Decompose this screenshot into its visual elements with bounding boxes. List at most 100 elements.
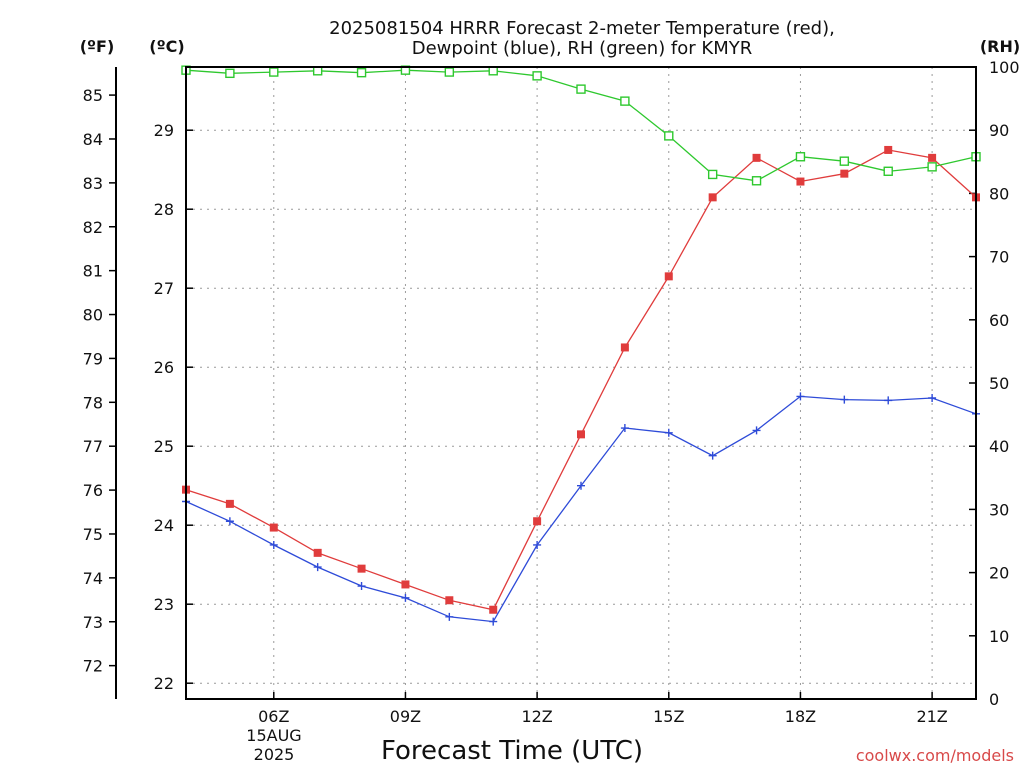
date-label-day: 15AUG — [246, 726, 301, 745]
dewpoint-point — [796, 392, 805, 401]
temperature-point — [664, 272, 673, 281]
temperature-point — [840, 169, 849, 178]
temperature-point — [620, 343, 629, 352]
temperature-point — [533, 517, 542, 526]
rh-point — [927, 162, 937, 172]
x-tick-label: 21Z — [916, 707, 947, 726]
dewpoint-point — [225, 517, 234, 526]
celsius-tick-label: 22 — [154, 674, 174, 693]
fahrenheit-tick-label: 77 — [83, 437, 103, 456]
rh-point — [839, 156, 850, 166]
rh-tick-label: 10 — [989, 627, 1009, 646]
dewpoint-point — [269, 540, 278, 549]
rh-tick-label: 80 — [989, 184, 1009, 203]
temperature-point — [708, 193, 717, 202]
dewpoint-point — [620, 424, 629, 433]
rh-tick-label: 100 — [989, 58, 1020, 77]
temperature-series — [182, 145, 980, 614]
fahrenheit-tick-label: 78 — [83, 393, 103, 412]
celsius-unit-label: (ºC) — [149, 37, 184, 56]
rh-point — [356, 67, 367, 78]
temperature-point — [796, 177, 805, 186]
temperature-point — [445, 596, 454, 605]
grid-lines — [186, 67, 976, 699]
fahrenheit-tick-label: 72 — [83, 657, 103, 676]
dewpoint-point — [357, 582, 366, 591]
temperature-point — [225, 499, 234, 508]
fahrenheit-unit-label: (ºF) — [80, 37, 115, 56]
dewpoint-point — [840, 395, 849, 404]
x-tick-label: 18Z — [785, 707, 816, 726]
rh-tick-label: 70 — [989, 248, 1009, 267]
rh-tick-label: 40 — [989, 437, 1009, 456]
rh-tick-label: 20 — [989, 564, 1009, 583]
rh-series — [181, 65, 981, 186]
x-tick-label: 09Z — [390, 707, 421, 726]
rh-point — [269, 67, 279, 77]
site-credit: coolwx.com/models — [856, 746, 1014, 765]
temperature-point — [752, 153, 761, 162]
dewpoint-point — [489, 617, 498, 626]
fahrenheit-tick-label: 74 — [83, 569, 103, 588]
temperature-line — [185, 149, 977, 611]
x-tick-label: 06Z — [258, 707, 289, 726]
celsius-tick-label: 23 — [154, 595, 174, 614]
dewpoint-line — [185, 395, 977, 623]
fahrenheit-tick-label: 82 — [83, 218, 103, 237]
dewpoint-point — [445, 612, 454, 621]
fahrenheit-tick-label: 79 — [83, 349, 103, 368]
x-tick-label: 15Z — [653, 707, 684, 726]
temperature-point — [928, 153, 937, 162]
fahrenheit-tick-label: 80 — [83, 306, 103, 325]
dewpoint-series — [182, 392, 980, 626]
fahrenheit-tick-label: 76 — [83, 481, 103, 500]
rh-axis: 0 10 20 30 40 50 60 70 80 90 100 — [969, 58, 1020, 709]
dewpoint-point — [313, 563, 322, 572]
dewpoint-point — [752, 426, 761, 435]
dewpoint-point — [708, 451, 717, 460]
dewpoint-point — [533, 540, 542, 549]
dewpoint-point — [884, 396, 893, 405]
rh-point — [664, 131, 674, 141]
celsius-tick-label: 26 — [154, 358, 174, 377]
chart-title-line-1: 2025081504 HRRR Forecast 2-meter Tempera… — [329, 18, 835, 39]
rh-tick-label: 60 — [989, 311, 1009, 330]
plot-frame — [185, 66, 977, 700]
rh-point — [883, 166, 893, 176]
dewpoint-point — [401, 593, 410, 602]
celsius-tick-label: 29 — [154, 121, 174, 140]
celsius-tick-label: 28 — [154, 200, 174, 219]
rh-tick-label: 0 — [989, 690, 999, 709]
rh-point — [707, 169, 718, 180]
rh-point — [576, 84, 586, 94]
rh-point — [795, 152, 806, 162]
rh-point — [620, 96, 630, 106]
fahrenheit-tick-label: 75 — [83, 525, 103, 544]
temperature-point — [269, 523, 278, 532]
dewpoint-point — [577, 481, 585, 490]
celsius-tick-label: 25 — [154, 437, 174, 456]
celsius-tick-label: 27 — [154, 279, 174, 298]
chart-title-line-2: Dewpoint (blue), RH (green) for KMYR — [412, 38, 753, 59]
x-axis-title: Forecast Time (UTC) — [381, 736, 643, 766]
dewpoint-point — [664, 428, 673, 437]
rh-unit-label: (RH) — [980, 37, 1020, 56]
x-axis: 06Z 09Z 12Z 15Z 18Z 21Z — [258, 692, 948, 726]
rh-point — [444, 67, 455, 77]
temperature-point — [489, 605, 498, 614]
fahrenheit-tick-label: 85 — [83, 86, 103, 105]
fahrenheit-tick-label: 81 — [83, 262, 103, 281]
rh-point — [225, 68, 235, 79]
rh-point — [751, 176, 762, 186]
celsius-axis: 22 23 24 25 26 27 28 29 — [154, 121, 193, 693]
temperature-point — [577, 430, 585, 439]
date-label-year: 2025 — [254, 745, 295, 764]
fahrenheit-tick-label: 83 — [83, 174, 103, 193]
temperature-point — [401, 580, 410, 589]
temperature-point — [313, 548, 322, 557]
dewpoint-point — [928, 394, 937, 403]
rh-point — [532, 71, 542, 81]
celsius-tick-label: 24 — [154, 516, 174, 535]
series-layer — [181, 65, 981, 626]
